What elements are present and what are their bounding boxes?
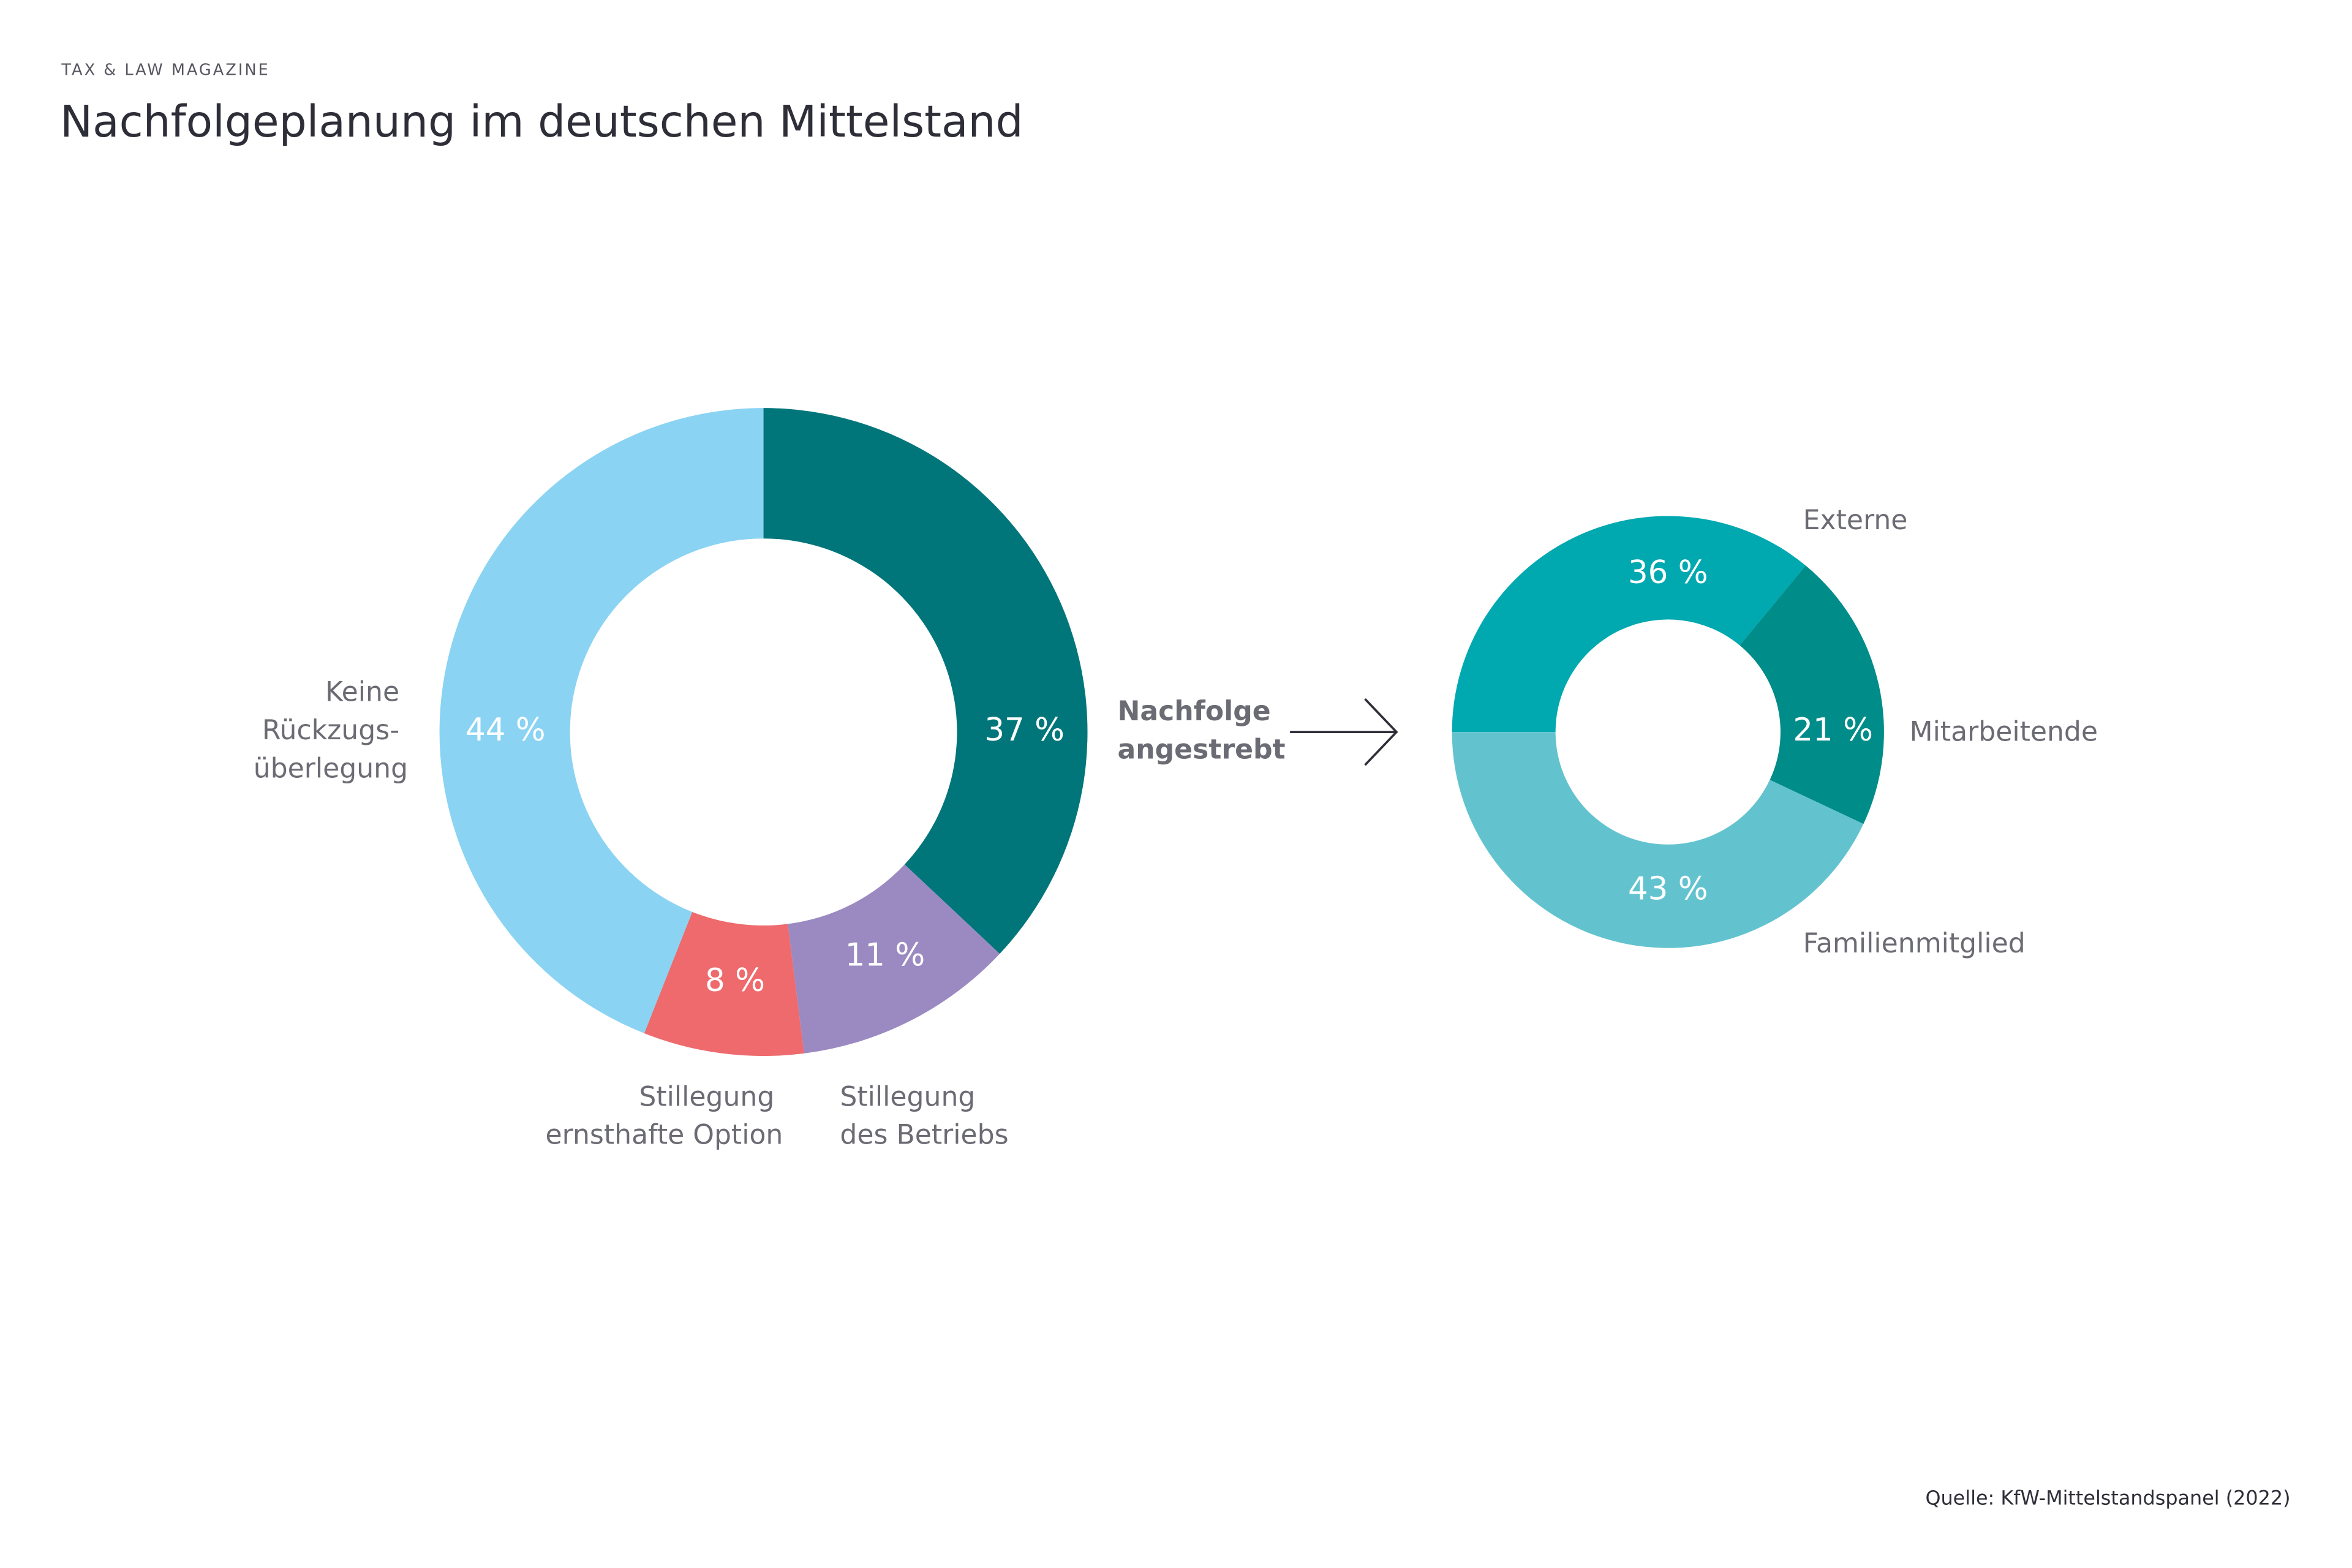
category-label: Stillegung ernsthafte Option [546,1081,783,1150]
kicker: TAX & LAW MAGAZINE [61,61,270,79]
value-label: 11 % [845,937,925,973]
arrow [1290,698,1398,766]
value-label: 44 % [466,712,546,748]
value-label: 43 % [1628,871,1708,908]
value-label: 8 % [705,962,765,999]
value-label: 37 % [984,712,1065,748]
source: Quelle: KfW-Mittelstandspanel (2022) [1925,1486,2290,1509]
chart-title: Nachfolgeplanung im deutschen Mittelstan… [60,96,1023,147]
category-label: Mitarbeitende [1910,717,2098,748]
category-label: Externe [1803,505,1908,536]
category-label: Stillegung des Betriebs [840,1081,1008,1150]
value-label: 36 % [1628,554,1708,591]
slice [1740,565,1884,824]
slice [763,408,1088,954]
slice [439,408,764,1033]
slice [788,864,1000,1054]
category-label: Nachfolge angestrebt [1117,696,1285,765]
slice [1452,516,1806,733]
category-label: Familienmitglied [1803,928,2026,959]
category-label: Keine Rückzugs- überlegung [254,677,408,785]
slice [644,911,804,1057]
slice [1452,732,1864,948]
value-label: 21 % [1793,712,1873,748]
